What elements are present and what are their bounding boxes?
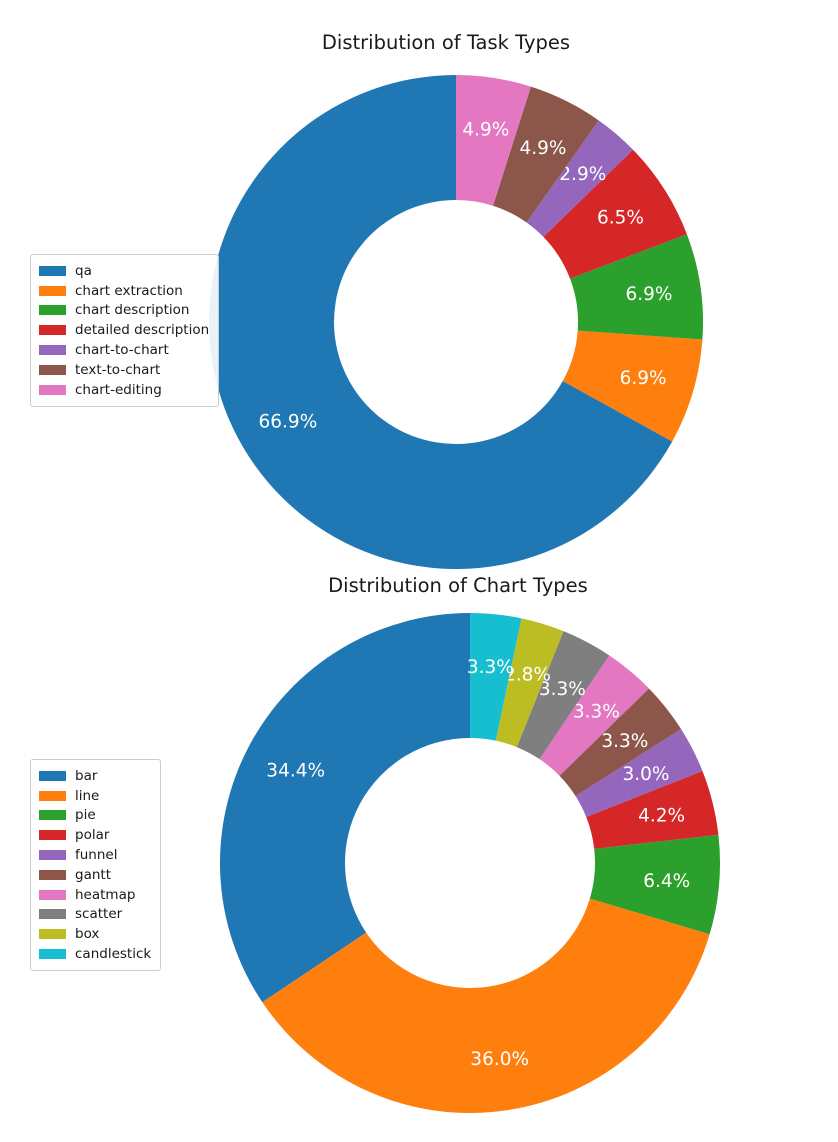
legend-label: pie	[75, 807, 96, 824]
pie-slice-funnel	[575, 729, 703, 817]
legend-label: box	[75, 926, 100, 943]
legend-label: bar	[75, 767, 98, 784]
legend-swatch-icon	[39, 810, 66, 821]
legend-item-bar: bar	[39, 766, 151, 786]
task-types-chart-title: Distribution of Task Types	[321, 31, 571, 54]
legend-swatch-icon	[39, 889, 66, 900]
legend-item-scatter: scatter	[39, 905, 151, 925]
legend-label: qa	[75, 262, 92, 279]
pie-slice-chart-extraction	[562, 330, 703, 442]
legend-item-pie: pie	[39, 806, 151, 826]
pct-label-candlestick: 3.3%	[467, 657, 514, 678]
pie-slice-bar	[219, 613, 470, 1003]
legend-swatch-icon	[39, 909, 66, 920]
legend-item-qa: qa	[39, 261, 209, 281]
legend-label: gantt	[75, 866, 111, 883]
legend-label: heatmap	[75, 886, 136, 903]
legend-swatch-icon	[39, 770, 66, 781]
legend-item-box: box	[39, 924, 151, 944]
legend-item-polar: polar	[39, 825, 151, 845]
legend-swatch-icon	[39, 285, 66, 296]
pie-slice-qa	[208, 75, 673, 569]
pie-slice-candlestick	[470, 613, 522, 741]
pie-slice-pie	[589, 834, 720, 935]
pie-slice-line	[262, 898, 710, 1113]
legend-item-text-to-chart: text-to-chart	[39, 360, 209, 380]
task-types-donut-chart: 66.9% 6.9% 6.9% 6.5% 2.9% 4.9% 4.9%	[208, 75, 703, 569]
legend-item-line: line	[39, 786, 151, 806]
chart-types-chart-title: Distribution of Chart Types	[328, 574, 588, 597]
pie-slice-chart-description	[570, 234, 703, 340]
pct-label-scatter: 3.3%	[539, 679, 586, 700]
pie-slice-chart-to-chart	[526, 120, 633, 237]
legend-item-chart-to-chart: chart-to-chart	[39, 340, 209, 360]
pct-label-gantt: 3.3%	[601, 731, 648, 752]
legend-item-chart-extraction: chart extraction	[39, 281, 209, 301]
legend-label: chart-to-chart	[75, 342, 169, 359]
pct-label-qa: 66.9%	[259, 412, 318, 433]
legend-swatch-icon	[39, 929, 66, 940]
legend-swatch-icon	[39, 305, 66, 316]
pie-slice-box	[495, 618, 564, 748]
pie-slice-polar	[586, 770, 719, 849]
pct-label-line: 36.0%	[470, 1049, 529, 1070]
pct-label-bar: 34.4%	[266, 760, 325, 781]
legend-item-candlestick: candlestick	[39, 944, 151, 964]
chart-types-legend: bar line pie polar funnel gantt heatmap scatter…	[30, 759, 162, 971]
legend-swatch-icon	[39, 364, 66, 375]
legend-swatch-icon	[39, 830, 66, 841]
legend-swatch-icon	[39, 790, 66, 801]
legend-label: text-to-chart	[75, 361, 161, 378]
pct-label-detailed-description: 6.5%	[597, 208, 644, 229]
task-types-legend: qa chart extraction chart description detai…	[30, 254, 220, 407]
pct-label-funnel: 3.0%	[623, 764, 670, 785]
pct-label-text-to-chart: 4.9%	[520, 138, 567, 159]
pie-slice-gantt	[559, 688, 682, 797]
chart-types-figure: Distribution of Chart Types 34.4% 36.0% 6.…	[0, 571, 838, 1142]
pct-label-pie: 6.4%	[643, 871, 690, 892]
legend-label: chart description	[75, 302, 190, 319]
pie-slice-text-to-chart	[493, 86, 599, 223]
legend-label: chart-editing	[75, 381, 162, 398]
pct-label-chart-to-chart: 2.9%	[559, 164, 606, 185]
legend-swatch-icon	[39, 384, 66, 395]
legend-swatch-icon	[39, 850, 66, 861]
legend-item-gantt: gantt	[39, 865, 151, 885]
legend-label: detailed description	[75, 322, 210, 339]
task-types-figure: Distribution of Task Types 66.9% 6.9% 6.9%…	[30, 31, 703, 569]
legend-item-chart-editing: chart-editing	[39, 380, 209, 400]
legend-swatch-icon	[39, 345, 66, 356]
pct-label-box: 2.8%	[504, 664, 551, 685]
legend-label: chart extraction	[75, 282, 183, 299]
legend-label: line	[75, 787, 100, 804]
pct-label-polar: 4.2%	[638, 806, 685, 827]
legend-item-heatmap: heatmap	[39, 885, 151, 905]
chart-types-donut-chart: 34.4%36.0%6.4%4.2%3.0%3.3%3.3%3.3%2.8%3.…	[219, 613, 720, 1113]
pie-slice-detailed-description	[543, 149, 687, 279]
pie-slice-scatter	[516, 631, 610, 760]
pie-slice-heatmap	[539, 655, 649, 776]
legend-item-chart-description: chart description	[39, 301, 209, 321]
legend-swatch-icon	[39, 325, 66, 336]
legend-label: polar	[75, 827, 110, 844]
legend-label: candlestick	[75, 946, 152, 963]
pct-label-chart-editing: 4.9%	[462, 120, 509, 141]
legend-item-detailed-description: detailed description	[39, 320, 209, 340]
pct-label-chart-extraction: 6.9%	[620, 368, 667, 389]
pie-slice-chart-editing	[456, 75, 531, 206]
legend-swatch-icon	[39, 949, 66, 960]
legend-label: scatter	[75, 906, 123, 923]
pct-label-heatmap: 3.3%	[573, 702, 620, 723]
pct-label-chart-description: 6.9%	[626, 284, 673, 305]
legend-label: funnel	[75, 847, 118, 864]
legend-item-funnel: funnel	[39, 845, 151, 865]
legend-swatch-icon	[39, 265, 66, 276]
legend-swatch-icon	[39, 869, 66, 880]
